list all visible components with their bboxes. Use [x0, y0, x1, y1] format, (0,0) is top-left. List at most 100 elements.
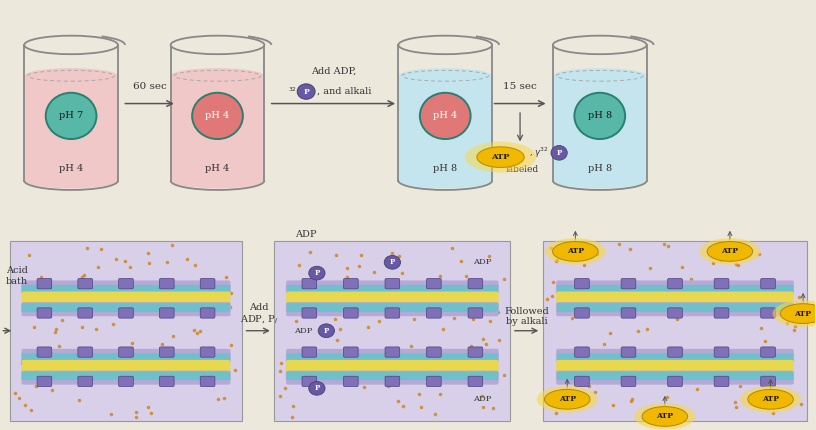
- Point: [187, 327, 200, 334]
- Ellipse shape: [780, 304, 816, 323]
- FancyBboxPatch shape: [761, 376, 775, 387]
- Point: [787, 327, 800, 334]
- Point: [407, 315, 420, 322]
- Ellipse shape: [192, 93, 243, 139]
- FancyBboxPatch shape: [344, 347, 358, 357]
- Point: [52, 343, 65, 350]
- Ellipse shape: [398, 173, 492, 188]
- Point: [579, 301, 592, 307]
- Point: [626, 276, 639, 283]
- Ellipse shape: [545, 238, 605, 265]
- Ellipse shape: [171, 173, 264, 188]
- FancyBboxPatch shape: [21, 349, 230, 355]
- FancyBboxPatch shape: [574, 279, 589, 289]
- FancyBboxPatch shape: [714, 376, 729, 387]
- Point: [671, 316, 684, 322]
- FancyBboxPatch shape: [468, 376, 483, 387]
- Point: [401, 304, 415, 311]
- FancyBboxPatch shape: [21, 360, 230, 374]
- FancyBboxPatch shape: [385, 376, 400, 387]
- FancyBboxPatch shape: [159, 279, 174, 289]
- Text: pH 8: pH 8: [433, 164, 457, 173]
- Point: [634, 282, 647, 289]
- Ellipse shape: [24, 173, 118, 188]
- Point: [733, 306, 746, 313]
- Point: [76, 323, 89, 330]
- Point: [220, 306, 233, 313]
- Point: [579, 374, 592, 381]
- Point: [104, 411, 118, 418]
- FancyBboxPatch shape: [286, 378, 499, 385]
- FancyBboxPatch shape: [557, 371, 794, 381]
- FancyBboxPatch shape: [427, 347, 441, 357]
- Ellipse shape: [553, 36, 646, 54]
- Point: [414, 353, 427, 360]
- Point: [779, 291, 792, 298]
- Point: [794, 401, 807, 408]
- Point: [564, 379, 577, 386]
- Point: [410, 348, 424, 355]
- Ellipse shape: [308, 266, 325, 280]
- Point: [726, 308, 739, 315]
- Point: [685, 276, 698, 283]
- Point: [749, 295, 762, 302]
- Text: pH 4: pH 4: [59, 164, 83, 173]
- Point: [758, 338, 771, 344]
- Point: [731, 261, 744, 268]
- Point: [731, 300, 744, 307]
- Point: [109, 256, 122, 263]
- Point: [290, 317, 303, 324]
- FancyBboxPatch shape: [37, 308, 51, 318]
- Point: [90, 326, 103, 333]
- FancyBboxPatch shape: [37, 376, 51, 387]
- Point: [461, 300, 474, 307]
- Point: [447, 371, 460, 378]
- Point: [432, 293, 445, 300]
- Point: [677, 347, 690, 354]
- Point: [597, 340, 610, 347]
- Point: [730, 261, 743, 267]
- FancyBboxPatch shape: [761, 279, 775, 289]
- Point: [661, 243, 674, 249]
- Point: [644, 265, 657, 272]
- Point: [630, 309, 643, 316]
- Ellipse shape: [740, 386, 801, 413]
- FancyBboxPatch shape: [543, 241, 807, 421]
- Point: [293, 261, 306, 268]
- Point: [73, 396, 86, 403]
- Point: [491, 309, 504, 316]
- FancyBboxPatch shape: [574, 308, 589, 318]
- Ellipse shape: [420, 93, 471, 139]
- Text: P: P: [390, 258, 395, 266]
- Point: [498, 275, 511, 282]
- FancyBboxPatch shape: [171, 76, 264, 181]
- Point: [9, 390, 22, 396]
- Point: [493, 337, 506, 344]
- Point: [273, 368, 286, 375]
- FancyBboxPatch shape: [286, 349, 499, 355]
- Point: [742, 303, 755, 310]
- Point: [636, 363, 649, 370]
- Ellipse shape: [171, 36, 264, 54]
- FancyBboxPatch shape: [385, 308, 400, 318]
- FancyBboxPatch shape: [21, 378, 230, 385]
- Ellipse shape: [308, 381, 325, 395]
- FancyBboxPatch shape: [557, 353, 794, 362]
- FancyBboxPatch shape: [200, 308, 215, 318]
- Point: [780, 319, 793, 326]
- Point: [588, 389, 601, 396]
- FancyBboxPatch shape: [667, 279, 682, 289]
- Point: [125, 340, 138, 347]
- Point: [16, 359, 29, 366]
- Point: [65, 375, 78, 382]
- Point: [707, 259, 720, 266]
- FancyBboxPatch shape: [621, 279, 636, 289]
- FancyBboxPatch shape: [286, 360, 499, 374]
- Point: [142, 259, 155, 266]
- Point: [193, 328, 206, 335]
- Point: [396, 270, 409, 277]
- FancyBboxPatch shape: [468, 347, 483, 357]
- Point: [550, 257, 563, 264]
- Point: [18, 351, 31, 358]
- Point: [541, 295, 554, 302]
